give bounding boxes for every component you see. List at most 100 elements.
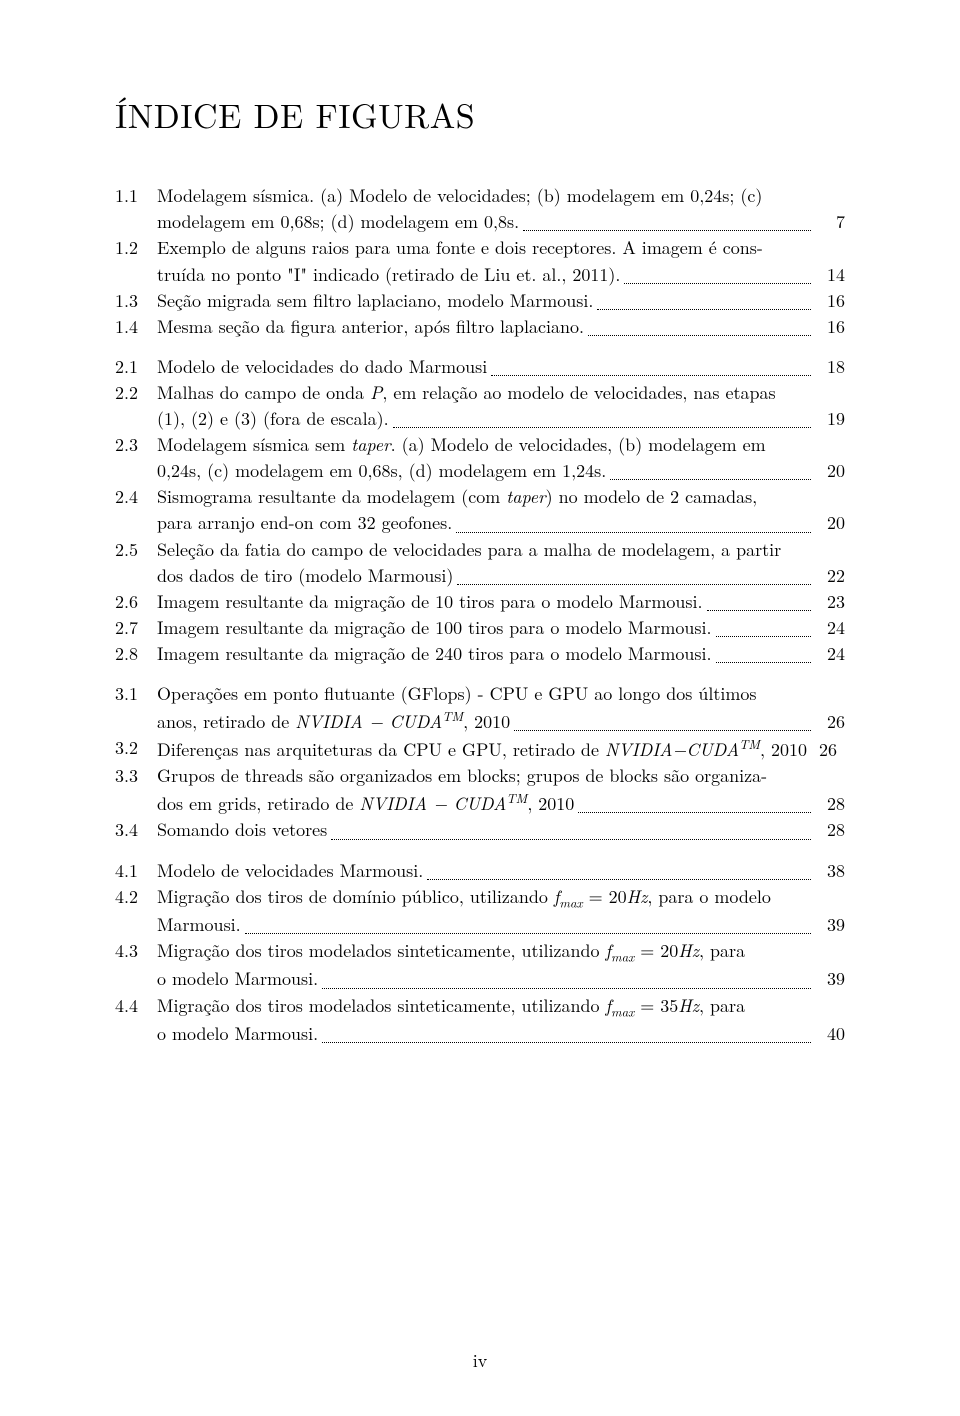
entry-line: Seção migrada sem filtro laplaciano, mod… [157, 288, 593, 314]
page-title: ÍNDICE DE FIGURAS [115, 90, 845, 139]
entry-number: 1.1 [115, 183, 157, 235]
toc-entry: 3.1Operações em ponto flutuante (GFlops)… [115, 681, 845, 735]
entry-line: Imagem resultante da migração de 10 tiro… [157, 589, 703, 615]
entry-number: 4.4 [115, 993, 157, 1047]
entry-line: Migração dos tiros modelados sinteticame… [157, 938, 845, 966]
entry-page: 22 [815, 563, 845, 589]
toc-entry: 3.4Somando dois vetores 28 [115, 817, 845, 843]
entry-number: 2.7 [115, 615, 157, 641]
toc-entry: 2.2Malhas do campo de onda P, em relação… [115, 380, 845, 432]
entry-line: Malhas do campo de onda P, em relação ao… [157, 380, 845, 406]
entry-line: Imagem resultante da migração de 240 tir… [157, 641, 712, 667]
entry-text: Somando dois vetores 28 [157, 817, 845, 843]
leader-dots [588, 321, 811, 336]
entry-line: Exemplo de alguns raios para uma fonte e… [157, 235, 845, 261]
entry-text: Modelagem sísmica sem taper. (a) Modelo … [157, 432, 845, 484]
entry-text: Operações em ponto flutuante (GFlops) - … [157, 681, 845, 735]
entry-page: 39 [815, 966, 845, 992]
entry-text: Mesma seção da figura anterior, após fil… [157, 314, 845, 340]
entry-page: 24 [815, 641, 845, 667]
entry-page: 39 [815, 912, 845, 938]
entry-number: 4.3 [115, 938, 157, 992]
entry-text: Sismograma resultante da modelagem (com … [157, 484, 845, 536]
toc-entry: 1.4Mesma seção da figura anterior, após … [115, 314, 845, 340]
entry-line: Diferenças nas arquiteturas da CPU e GPU… [157, 735, 807, 763]
entry-number: 1.4 [115, 314, 157, 340]
leader-dots [457, 570, 811, 585]
section-gap [115, 340, 845, 354]
entry-page: 23 [815, 589, 845, 615]
entry-line: Migração dos tiros de domínio público, u… [157, 884, 845, 912]
entry-number: 3.3 [115, 763, 157, 817]
entry-text: Imagem resultante da migração de 10 tiro… [157, 589, 845, 615]
leader-dots [393, 414, 811, 429]
entry-page: 16 [815, 314, 845, 340]
toc-entry: 4.2Migração dos tiros de domínio público… [115, 884, 845, 938]
entry-text: Modelo de velocidades Marmousi. 38 [157, 858, 845, 884]
toc-entry: 2.6Imagem resultante da migração de 10 t… [115, 589, 845, 615]
entry-line: Somando dois vetores [157, 817, 327, 843]
entry-page: 24 [815, 615, 845, 641]
entry-number: 2.5 [115, 537, 157, 589]
entry-line: 0,24s, (c) modelagem em 0,68s, (d) model… [157, 458, 606, 484]
entry-line: Mesma seção da figura anterior, após fil… [157, 314, 584, 340]
toc-entry: 4.4Migração dos tiros modelados sintetic… [115, 993, 845, 1047]
entry-text: Exemplo de alguns raios para uma fonte e… [157, 235, 845, 287]
leader-dots [707, 596, 811, 611]
document-page: ÍNDICE DE FIGURAS 1.1Modelagem sísmica. … [0, 0, 960, 1416]
section-gap [115, 667, 845, 681]
leader-dots [514, 717, 811, 732]
toc-entry: 1.1Modelagem sísmica. (a) Modelo de velo… [115, 183, 845, 235]
toc-entry: 2.7Imagem resultante da migração de 100 … [115, 615, 845, 641]
entry-page: 19 [815, 406, 845, 432]
entry-text: Migração dos tiros modelados sinteticame… [157, 993, 845, 1047]
entry-line: Imagem resultante da migração de 100 tir… [157, 615, 712, 641]
entry-number: 4.1 [115, 858, 157, 884]
entry-page: 40 [815, 1021, 845, 1047]
entry-number: 2.6 [115, 589, 157, 615]
toc-entry: 2.3Modelagem sísmica sem taper. (a) Mode… [115, 432, 845, 484]
list-of-figures: 1.1Modelagem sísmica. (a) Modelo de velo… [115, 183, 845, 1047]
leader-dots [427, 865, 811, 880]
section-gap [115, 844, 845, 858]
entry-text: Migração dos tiros modelados sinteticame… [157, 938, 845, 992]
entry-line: Modelo de velocidades Marmousi. [157, 858, 423, 884]
entry-text: Malhas do campo de onda P, em relação ao… [157, 380, 845, 432]
entry-page: 16 [815, 288, 845, 314]
leader-dots [716, 648, 811, 663]
page-number-footer: iv [0, 1348, 960, 1374]
toc-entry: 3.3Grupos de threads são organizados em … [115, 763, 845, 817]
toc-entry: 3.2Diferenças nas arquiteturas da CPU e … [115, 735, 845, 763]
leader-dots [523, 217, 811, 232]
entry-text: Modelo de velocidades do dado Marmousi18 [157, 354, 845, 380]
entry-line: Operações em ponto flutuante (GFlops) - … [157, 681, 845, 707]
leader-dots [716, 622, 811, 637]
entry-number: 1.2 [115, 235, 157, 287]
entry-line: para arranjo end-on com 32 geofones. [157, 510, 452, 536]
leader-dots [491, 361, 811, 376]
entry-number: 3.2 [115, 735, 157, 763]
entry-number: 2.1 [115, 354, 157, 380]
entry-line: o modelo Marmousi. [157, 966, 318, 992]
entry-line: Modelagem sísmica. (a) Modelo de velocid… [157, 183, 845, 209]
toc-entry: 2.4Sismograma resultante da modelagem (c… [115, 484, 845, 536]
entry-page: 20 [815, 458, 845, 484]
entry-line: modelagem em 0,68s; (d) modelagem em 0,8… [157, 209, 519, 235]
entry-text: Diferenças nas arquiteturas da CPU e GPU… [157, 735, 845, 763]
entry-number: 3.4 [115, 817, 157, 843]
entry-line: dos dados de tiro (modelo Marmousi) [157, 563, 453, 589]
toc-entry: 2.5Seleção da fatia do campo de velocida… [115, 537, 845, 589]
toc-entry: 4.1Modelo de velocidades Marmousi. 38 [115, 858, 845, 884]
toc-entry: 4.3Migração dos tiros modelados sintetic… [115, 938, 845, 992]
leader-dots [245, 920, 811, 935]
entry-line: Marmousi. [157, 912, 241, 938]
leader-dots [624, 269, 811, 284]
entry-page: 38 [815, 858, 845, 884]
entry-text: Imagem resultante da migração de 240 tir… [157, 641, 845, 667]
entry-number: 2.2 [115, 380, 157, 432]
entry-line: Modelagem sísmica sem taper. (a) Modelo … [157, 432, 845, 458]
entry-page: 28 [815, 817, 845, 843]
entry-number: 2.3 [115, 432, 157, 484]
entry-page: 26 [815, 709, 845, 735]
entry-line: Seleção da fatia do campo de velocidades… [157, 537, 845, 563]
